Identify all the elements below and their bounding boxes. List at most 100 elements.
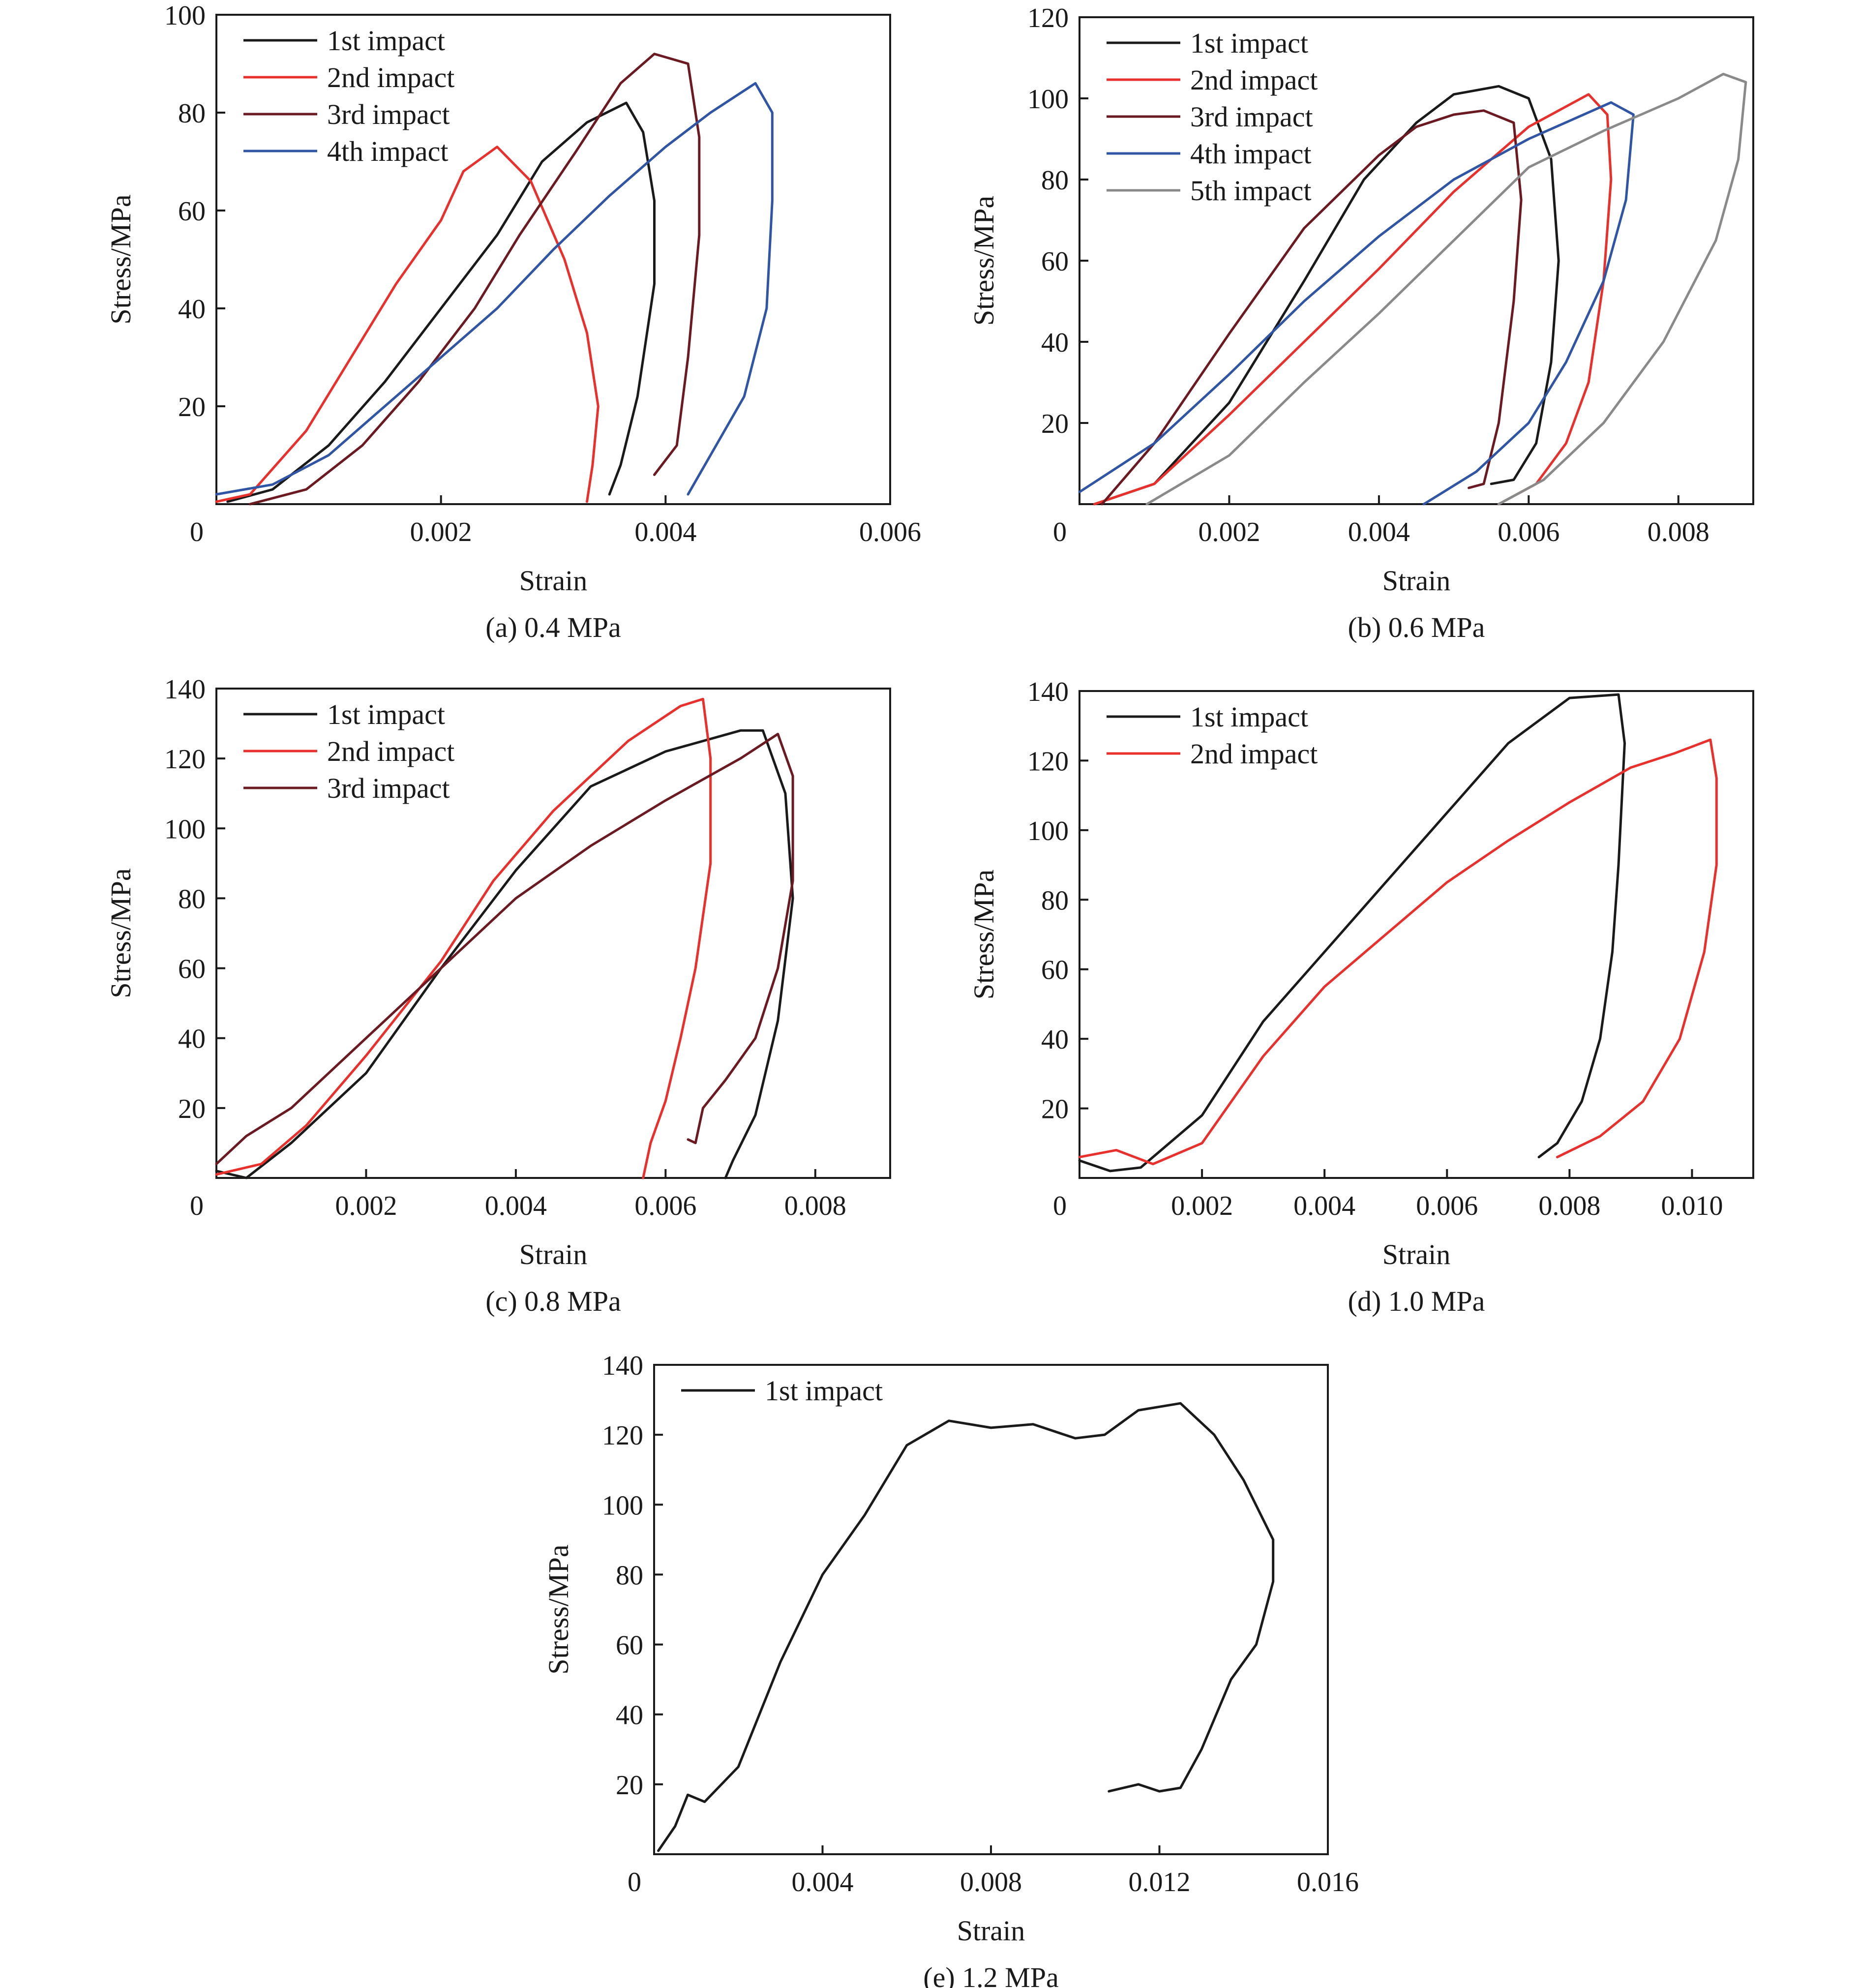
series-line-2 bbox=[1093, 93, 1613, 506]
plot-frame bbox=[1079, 16, 1754, 505]
plot-frame bbox=[1079, 690, 1754, 1179]
y-axis-label: Stress/MPa bbox=[968, 870, 1000, 999]
y-tick-label: 120 bbox=[1027, 746, 1069, 777]
y-tick-label: 80 bbox=[1041, 165, 1069, 196]
y-tick-label: 100 bbox=[1027, 816, 1069, 846]
panel-caption: (e) 1.2 MPa bbox=[923, 1961, 1058, 1988]
panel-caption: (d) 1.0 MPa bbox=[1348, 1285, 1485, 1317]
x-tick-label: 0.004 bbox=[634, 517, 696, 547]
legend-label: 1st impact bbox=[327, 25, 445, 57]
x-tick-label: 0.008 bbox=[784, 1191, 846, 1221]
y-tick-label: 60 bbox=[178, 196, 206, 227]
x-tick-label: 0.004 bbox=[792, 1867, 854, 1898]
series-line-2 bbox=[1078, 738, 1718, 1166]
y-tick-label: 40 bbox=[178, 294, 206, 325]
legend-label: 3rd impact bbox=[327, 98, 450, 130]
x-tick-label: 0.008 bbox=[1538, 1191, 1600, 1221]
x-tick-label: 0.010 bbox=[1661, 1191, 1723, 1221]
series-line-3 bbox=[1101, 109, 1523, 506]
y-tick-label: 40 bbox=[1041, 1024, 1069, 1055]
series-line-5 bbox=[1145, 73, 1747, 506]
y-tick-label: 20 bbox=[178, 1094, 206, 1124]
x-tick-label: 0.002 bbox=[1198, 517, 1260, 547]
series-line-4 bbox=[215, 82, 774, 496]
y-tick-label: 140 bbox=[602, 1351, 643, 1381]
x-tick-label: 0.006 bbox=[634, 1191, 696, 1221]
chart-panel-1: 0.002 0.004 0.006 20 40 60 80 100 0 Strain Stress/… bbox=[105, 0, 921, 643]
series-line-2 bbox=[215, 146, 600, 503]
x-axis-label: Strain bbox=[519, 565, 588, 597]
y-tick-label: 60 bbox=[1041, 246, 1069, 277]
y-tick-label: 80 bbox=[616, 1560, 643, 1591]
y-tick-label: 60 bbox=[616, 1630, 643, 1661]
plot-frame bbox=[653, 1364, 1329, 1855]
series-line-2 bbox=[215, 697, 712, 1179]
series-line-1 bbox=[657, 1402, 1275, 1852]
origin-label: 0 bbox=[1053, 1191, 1067, 1221]
y-tick-label: 120 bbox=[1027, 3, 1069, 33]
y-tick-label: 100 bbox=[164, 814, 206, 844]
legend-label: 1st impact bbox=[1190, 27, 1308, 59]
x-tick-label: 0.002 bbox=[335, 1191, 397, 1221]
x-axis-label: Strain bbox=[957, 1915, 1025, 1947]
y-tick-label: 60 bbox=[1041, 955, 1069, 986]
y-tick-label: 20 bbox=[178, 392, 206, 422]
legend-label: 2nd impact bbox=[327, 61, 454, 93]
y-axis-label: Stress/MPa bbox=[105, 194, 137, 324]
y-axis-label: Stress/MPa bbox=[542, 1544, 574, 1674]
chart-panel-3: 0.002 0.004 0.006 0.008 20 40 60 80 100 120 140 0 St… bbox=[105, 674, 891, 1317]
y-tick-label: 40 bbox=[178, 1024, 206, 1054]
y-tick-label: 80 bbox=[178, 884, 206, 914]
y-tick-label: 80 bbox=[1041, 885, 1069, 916]
x-tick-label: 0.012 bbox=[1129, 1867, 1191, 1898]
y-tick-label: 20 bbox=[1041, 409, 1069, 439]
y-tick-label: 100 bbox=[1027, 84, 1069, 115]
x-tick-label: 0.004 bbox=[1293, 1191, 1355, 1221]
legend-label: 4th impact bbox=[1190, 138, 1311, 170]
series-line-3 bbox=[249, 53, 701, 506]
legend-label: 3rd impact bbox=[327, 772, 450, 804]
x-axis-label: Strain bbox=[1382, 565, 1451, 597]
series-line-1 bbox=[215, 729, 794, 1179]
y-tick-label: 20 bbox=[616, 1770, 643, 1801]
series-line-1 bbox=[1093, 85, 1560, 506]
series-line-1 bbox=[1078, 693, 1626, 1173]
series-line-4 bbox=[1078, 101, 1635, 506]
y-tick-label: 140 bbox=[164, 674, 206, 705]
origin-label: 0 bbox=[190, 1191, 204, 1221]
y-tick-label: 20 bbox=[1041, 1094, 1069, 1125]
legend-label: 3rd impact bbox=[1190, 101, 1313, 133]
panel-caption: (b) 0.6 MPa bbox=[1348, 611, 1485, 643]
legend-label: 2nd impact bbox=[1190, 738, 1318, 770]
x-tick-label: 0.008 bbox=[1648, 517, 1709, 547]
y-tick-label: 100 bbox=[164, 0, 206, 31]
legend-label: 1st impact bbox=[1190, 701, 1308, 733]
y-tick-label: 120 bbox=[164, 744, 206, 775]
y-tick-label: 80 bbox=[178, 98, 206, 129]
legend-label: 2nd impact bbox=[1190, 64, 1318, 96]
legend-label: 4th impact bbox=[327, 135, 448, 167]
x-tick-label: 0.004 bbox=[1348, 517, 1410, 547]
origin-label: 0 bbox=[1053, 517, 1067, 547]
plot-frame bbox=[215, 14, 891, 505]
x-tick-label: 0.006 bbox=[1416, 1191, 1478, 1221]
legend-label: 1st impact bbox=[765, 1375, 883, 1407]
x-tick-label: 0.002 bbox=[1171, 1191, 1233, 1221]
legend-label: 5th impact bbox=[1190, 175, 1311, 207]
panel-caption: (a) 0.4 MPa bbox=[485, 611, 621, 643]
y-tick-label: 40 bbox=[1041, 328, 1069, 358]
x-axis-label: Strain bbox=[519, 1238, 588, 1270]
x-tick-label: 0.008 bbox=[960, 1867, 1022, 1898]
y-tick-label: 60 bbox=[178, 954, 206, 985]
y-axis-label: Stress/MPa bbox=[105, 868, 137, 998]
chart-panel-5: 0.004 0.008 0.012 0.016 20 40 60 80 100 120 140 0 St… bbox=[542, 1351, 1359, 1988]
x-axis-label: Strain bbox=[1382, 1238, 1451, 1270]
legend-label: 2nd impact bbox=[327, 735, 454, 767]
series-line-3 bbox=[215, 732, 794, 1166]
x-tick-label: 0.006 bbox=[859, 517, 921, 547]
origin-label: 0 bbox=[190, 517, 204, 547]
chart-panel-4: 0.002 0.004 0.006 0.008 0.010 20 40 60 80 100 120 1… bbox=[968, 677, 1754, 1317]
series-line-1 bbox=[226, 101, 656, 503]
y-tick-label: 100 bbox=[602, 1490, 643, 1521]
